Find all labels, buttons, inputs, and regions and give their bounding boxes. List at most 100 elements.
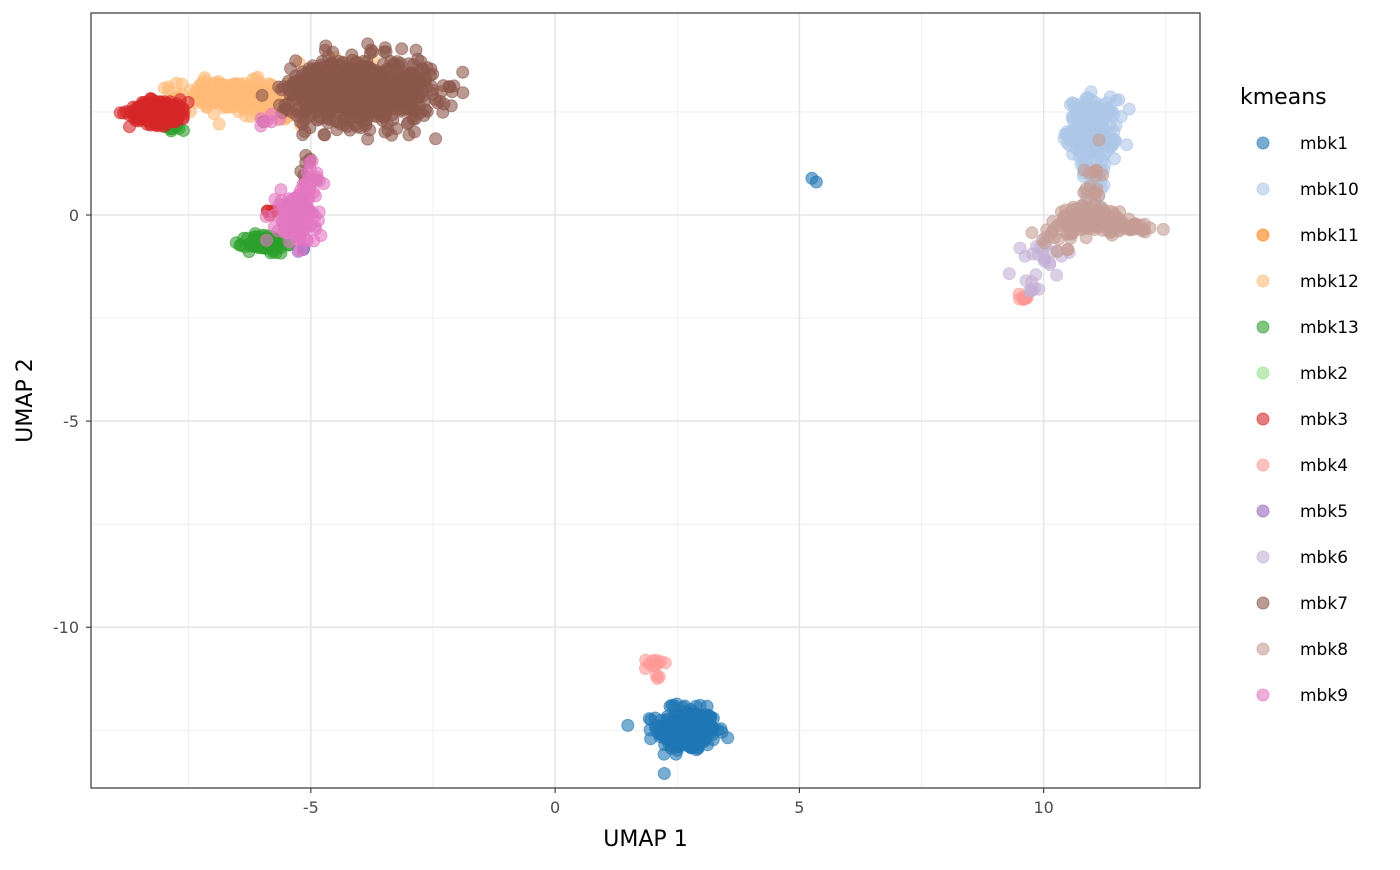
legend-label-mbk13: mbk13 [1300, 318, 1359, 338]
data-point [1025, 226, 1039, 240]
data-point [1079, 91, 1093, 105]
x-tick-label: 0 [550, 798, 560, 817]
plot-panel-border [90, 12, 1201, 789]
legend-key-mbk3 [1256, 412, 1270, 426]
data-point [291, 202, 305, 216]
data-point [643, 723, 657, 737]
data-point [1096, 168, 1110, 182]
legend-label-mbk1: mbk1 [1300, 134, 1348, 154]
data-point [1072, 127, 1086, 141]
data-point [195, 75, 209, 89]
data-point [1122, 102, 1136, 116]
legend-label-mbk8: mbk8 [1300, 640, 1348, 660]
data-point [1143, 221, 1157, 235]
data-point [333, 98, 347, 112]
data-point [344, 105, 357, 119]
x-tick-label: -5 [303, 798, 319, 817]
data-point [157, 81, 171, 95]
data-point [652, 670, 666, 684]
data-point [411, 52, 425, 66]
data-point [1069, 106, 1083, 120]
legend-key-mbk13 [1256, 320, 1270, 334]
data-point [400, 117, 414, 131]
data-point [657, 767, 671, 780]
data-point [413, 76, 427, 90]
legend-label-mbk10: mbk10 [1300, 180, 1359, 200]
data-point [621, 718, 635, 732]
data-point [1156, 222, 1170, 236]
data-point [177, 107, 191, 121]
data-point [317, 90, 331, 104]
data-point [123, 120, 136, 134]
data-point [396, 78, 410, 91]
data-point [1092, 215, 1106, 229]
data-point [678, 699, 692, 713]
y-tick-label: -5 [63, 412, 79, 431]
data-point [375, 73, 389, 87]
data-points [113, 37, 1170, 780]
data-point [304, 174, 318, 188]
legend-key-mbk8 [1256, 642, 1270, 656]
data-point [402, 128, 416, 142]
data-point [240, 231, 254, 245]
data-point [361, 37, 375, 51]
data-point [429, 132, 443, 146]
data-point [295, 189, 309, 202]
data-point [371, 104, 385, 118]
legend-key-mbk7 [1256, 596, 1270, 610]
data-point [678, 728, 692, 742]
data-point [1029, 268, 1043, 282]
data-point [456, 65, 470, 79]
legend-key-mbk12 [1256, 274, 1270, 288]
data-point [239, 109, 253, 123]
legend-key-mbk1 [1256, 136, 1270, 150]
data-point [300, 95, 314, 109]
data-point [669, 747, 683, 761]
legend-label-mbk5: mbk5 [1300, 502, 1348, 522]
data-point [665, 698, 679, 712]
data-point [255, 88, 269, 102]
data-point [254, 119, 268, 133]
data-point [1109, 134, 1122, 148]
data-point [220, 89, 234, 102]
data-point [1002, 267, 1016, 281]
legend-title: kmeans [1240, 85, 1327, 110]
legend-key-mbk2 [1256, 366, 1270, 380]
data-point [1062, 219, 1076, 233]
data-point [381, 123, 395, 137]
data-point [363, 77, 377, 91]
series-mbk7 [255, 37, 470, 219]
data-point [317, 128, 331, 141]
data-point [1082, 146, 1096, 160]
data-point [150, 95, 164, 109]
data-point [395, 42, 409, 56]
legend-label-mbk12: mbk12 [1300, 272, 1359, 292]
data-point [426, 67, 440, 81]
data-point [697, 717, 711, 731]
data-point [303, 156, 317, 169]
data-point [148, 118, 162, 132]
x-tick-label: 10 [1033, 798, 1053, 817]
legend-label-mbk4: mbk4 [1300, 456, 1348, 476]
data-point [129, 107, 143, 121]
legend-key-mbk9 [1256, 688, 1270, 702]
data-point [290, 232, 303, 246]
y-tick-label: -10 [53, 618, 79, 637]
y-tick-label: 0 [69, 206, 79, 225]
data-point [319, 39, 333, 53]
data-point [1043, 256, 1057, 270]
data-point [212, 117, 226, 131]
series-mbk1 [621, 129, 1096, 780]
legend-label-mbk11: mbk11 [1300, 226, 1359, 246]
data-point [314, 229, 328, 242]
legend-label-mbk6: mbk6 [1300, 548, 1348, 568]
data-point [296, 128, 310, 142]
data-point [1092, 133, 1106, 147]
x-tick-label: 5 [794, 798, 804, 817]
legend-label-mbk9: mbk9 [1300, 686, 1348, 706]
data-point [414, 104, 428, 118]
data-point [379, 45, 393, 59]
data-point [678, 714, 692, 728]
legend-label-mbk7: mbk7 [1300, 594, 1348, 614]
